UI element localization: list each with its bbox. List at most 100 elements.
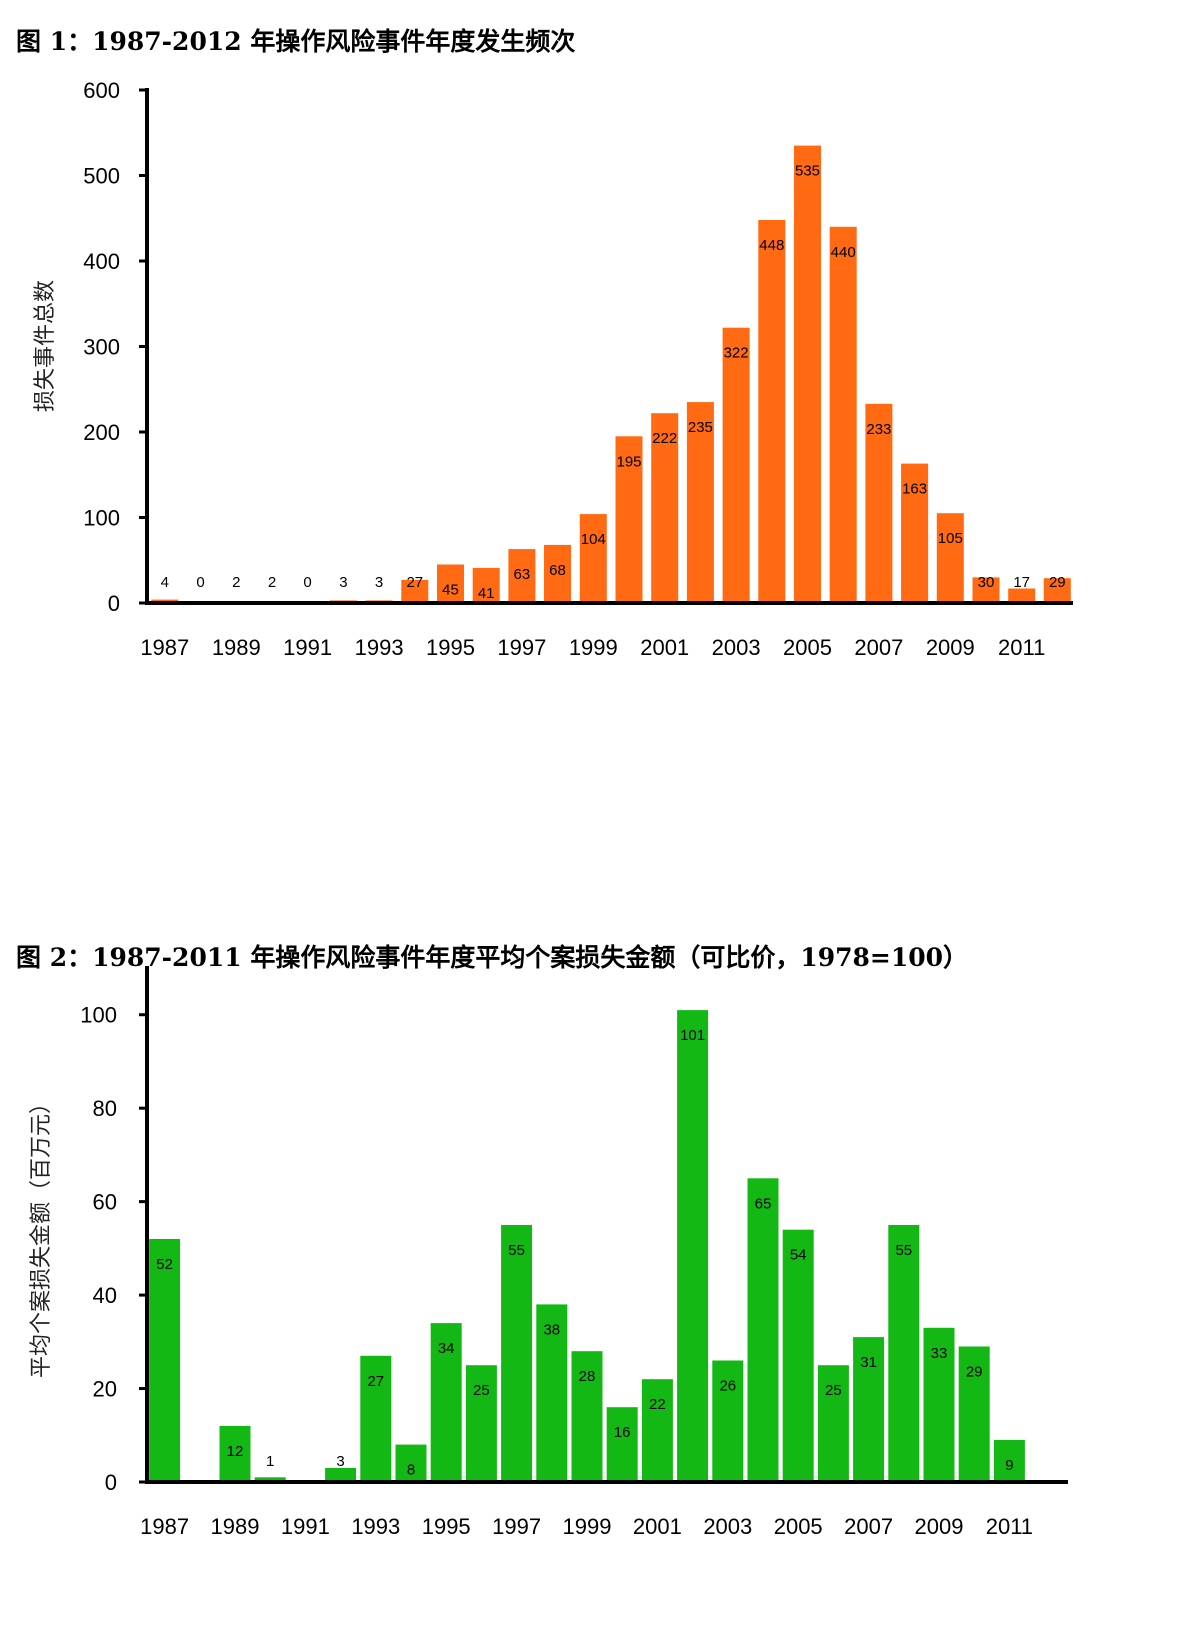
y-tick-label-0: 0	[105, 1470, 117, 1495]
value-label-1998: 38	[543, 1321, 560, 1338]
bar-1993	[360, 1355, 392, 1482]
x-tick-label-2011: 2011	[998, 635, 1045, 660]
x-tick-label-2007: 2007	[854, 635, 903, 660]
value-label-2001: 222	[652, 430, 677, 447]
value-label-2007: 31	[860, 1354, 877, 1371]
value-label-1992: 3	[336, 1453, 344, 1470]
x-tick-label-2011: 2011	[986, 1514, 1033, 1539]
bar-2006	[829, 226, 857, 604]
value-label-2001: 22	[649, 1396, 666, 1413]
bar-2000	[606, 1407, 638, 1482]
bar-2008	[888, 1225, 920, 1482]
x-tick-label-1999: 1999	[563, 1514, 612, 1539]
y-tick-label-20: 20	[93, 1377, 117, 1402]
bar-2007	[853, 1337, 885, 1482]
y-tick-label-100: 100	[80, 1003, 117, 1028]
value-label-2009: 33	[931, 1345, 948, 1362]
x-tick-label-1995: 1995	[426, 635, 475, 660]
y-tick-label-200: 200	[83, 420, 120, 445]
x-tick-label-2005: 2005	[783, 635, 832, 660]
value-label-1996: 25	[473, 1382, 490, 1399]
x-tick-label-1999: 1999	[569, 635, 618, 660]
value-label-1989: 12	[227, 1443, 244, 1460]
x-tick-label-2003: 2003	[703, 1514, 752, 1539]
x-tick-label-1989: 1989	[212, 635, 261, 660]
bar-1999	[571, 1351, 603, 1482]
value-label-2006: 440	[831, 244, 856, 261]
bar-2012	[1043, 578, 1071, 603]
x-tick-label-1989: 1989	[211, 1514, 260, 1539]
value-label-2004: 65	[755, 1195, 772, 1212]
value-label-1994: 27	[406, 574, 423, 591]
value-label-2006: 25	[825, 1382, 842, 1399]
x-tick-label-1987: 1987	[140, 1514, 189, 1539]
x-tick-label-1991: 1991	[281, 1514, 330, 1539]
value-label-2005: 535	[795, 163, 820, 180]
bar-2007	[865, 403, 893, 603]
bar-1994	[401, 579, 429, 603]
value-label-2012: 29	[1049, 574, 1066, 591]
x-tick-label-2001: 2001	[633, 1514, 682, 1539]
bar-2011	[1008, 588, 1036, 603]
x-tick-label-2001: 2001	[640, 635, 689, 660]
y-axis-title: 损失事件总数	[33, 280, 58, 412]
y-tick-label-600: 600	[83, 78, 120, 103]
bar-1987	[149, 1239, 181, 1482]
figure-2-bars: 52 12 1 3 27 8 34 25 55 38 28 16 22 101 26 65 54 25 31 55 33…	[149, 1010, 1025, 1482]
value-label-2002: 101	[680, 1027, 705, 1044]
value-label-1987: 4	[161, 574, 169, 591]
value-label-1997: 63	[514, 566, 531, 583]
value-label-1996: 41	[478, 585, 495, 602]
bar-2009	[936, 513, 964, 603]
x-tick-label-2005: 2005	[774, 1514, 823, 1539]
x-tick-label-1993: 1993	[351, 1514, 400, 1539]
value-label-1990: 2	[268, 574, 276, 591]
bar-1997	[501, 1225, 533, 1482]
value-label-2002: 235	[688, 419, 713, 436]
y-tick-label-0: 0	[108, 591, 120, 616]
value-label-1995: 45	[442, 582, 459, 599]
x-tick-label-2003: 2003	[712, 635, 761, 660]
bar-2003	[722, 327, 750, 603]
value-label-1997: 55	[508, 1242, 525, 1259]
bar-2005	[794, 145, 821, 603]
y-tick-label-400: 400	[83, 249, 120, 274]
value-label-2008: 55	[895, 1242, 912, 1259]
value-label-2003: 26	[719, 1378, 736, 1395]
value-label-1992: 3	[339, 574, 347, 591]
figure-1-title: 图 1：1987-2012 年操作风险事件年度发生频次	[16, 27, 576, 56]
value-label-2003: 322	[724, 345, 749, 362]
bar-2004	[758, 220, 786, 603]
x-tick-label-1993: 1993	[355, 635, 404, 660]
value-label-2011: 17	[1013, 574, 1030, 591]
value-label-1988: 0	[196, 574, 204, 591]
figure-1-bars: 4 0 2 2 0 3 3 27 45 41 63 68 104 195 222 235 322 448 535 44…	[151, 145, 1071, 604]
value-label-2010: 29	[966, 1364, 983, 1381]
value-label-1990: 1	[266, 1453, 274, 1470]
value-label-2011: 9	[1005, 1457, 1013, 1474]
bar-1996	[465, 1365, 497, 1482]
bar-1995	[437, 564, 464, 603]
value-label-2000: 16	[614, 1424, 631, 1441]
figure-1-chart: 4 0 2 2 0 3 3 27 45 41 63 68 104 195 222 235 322 448 535 44…	[33, 78, 1073, 660]
y-tick-label-500: 500	[83, 164, 120, 189]
y-tick-label-80: 80	[93, 1096, 117, 1121]
x-tick-label-1987: 1987	[140, 635, 189, 660]
bar-2010	[972, 577, 1000, 603]
value-label-1999: 104	[581, 531, 606, 548]
value-label-1994: 8	[407, 1462, 415, 1479]
bar-1995	[430, 1323, 462, 1482]
value-label-2000: 195	[616, 453, 641, 470]
value-label-2007: 233	[866, 421, 891, 438]
value-label-1993: 3	[375, 574, 383, 591]
bar-2008	[901, 463, 929, 603]
y-axis-title: 平均个案损失金额（百万元）	[29, 1092, 54, 1378]
x-tick-label-2007: 2007	[844, 1514, 893, 1539]
bar-2000	[615, 436, 643, 603]
x-tick-label-2009: 2009	[915, 1514, 964, 1539]
value-label-2004: 448	[759, 237, 784, 254]
value-label-1989: 2	[232, 574, 240, 591]
bar-2005	[782, 1229, 814, 1482]
